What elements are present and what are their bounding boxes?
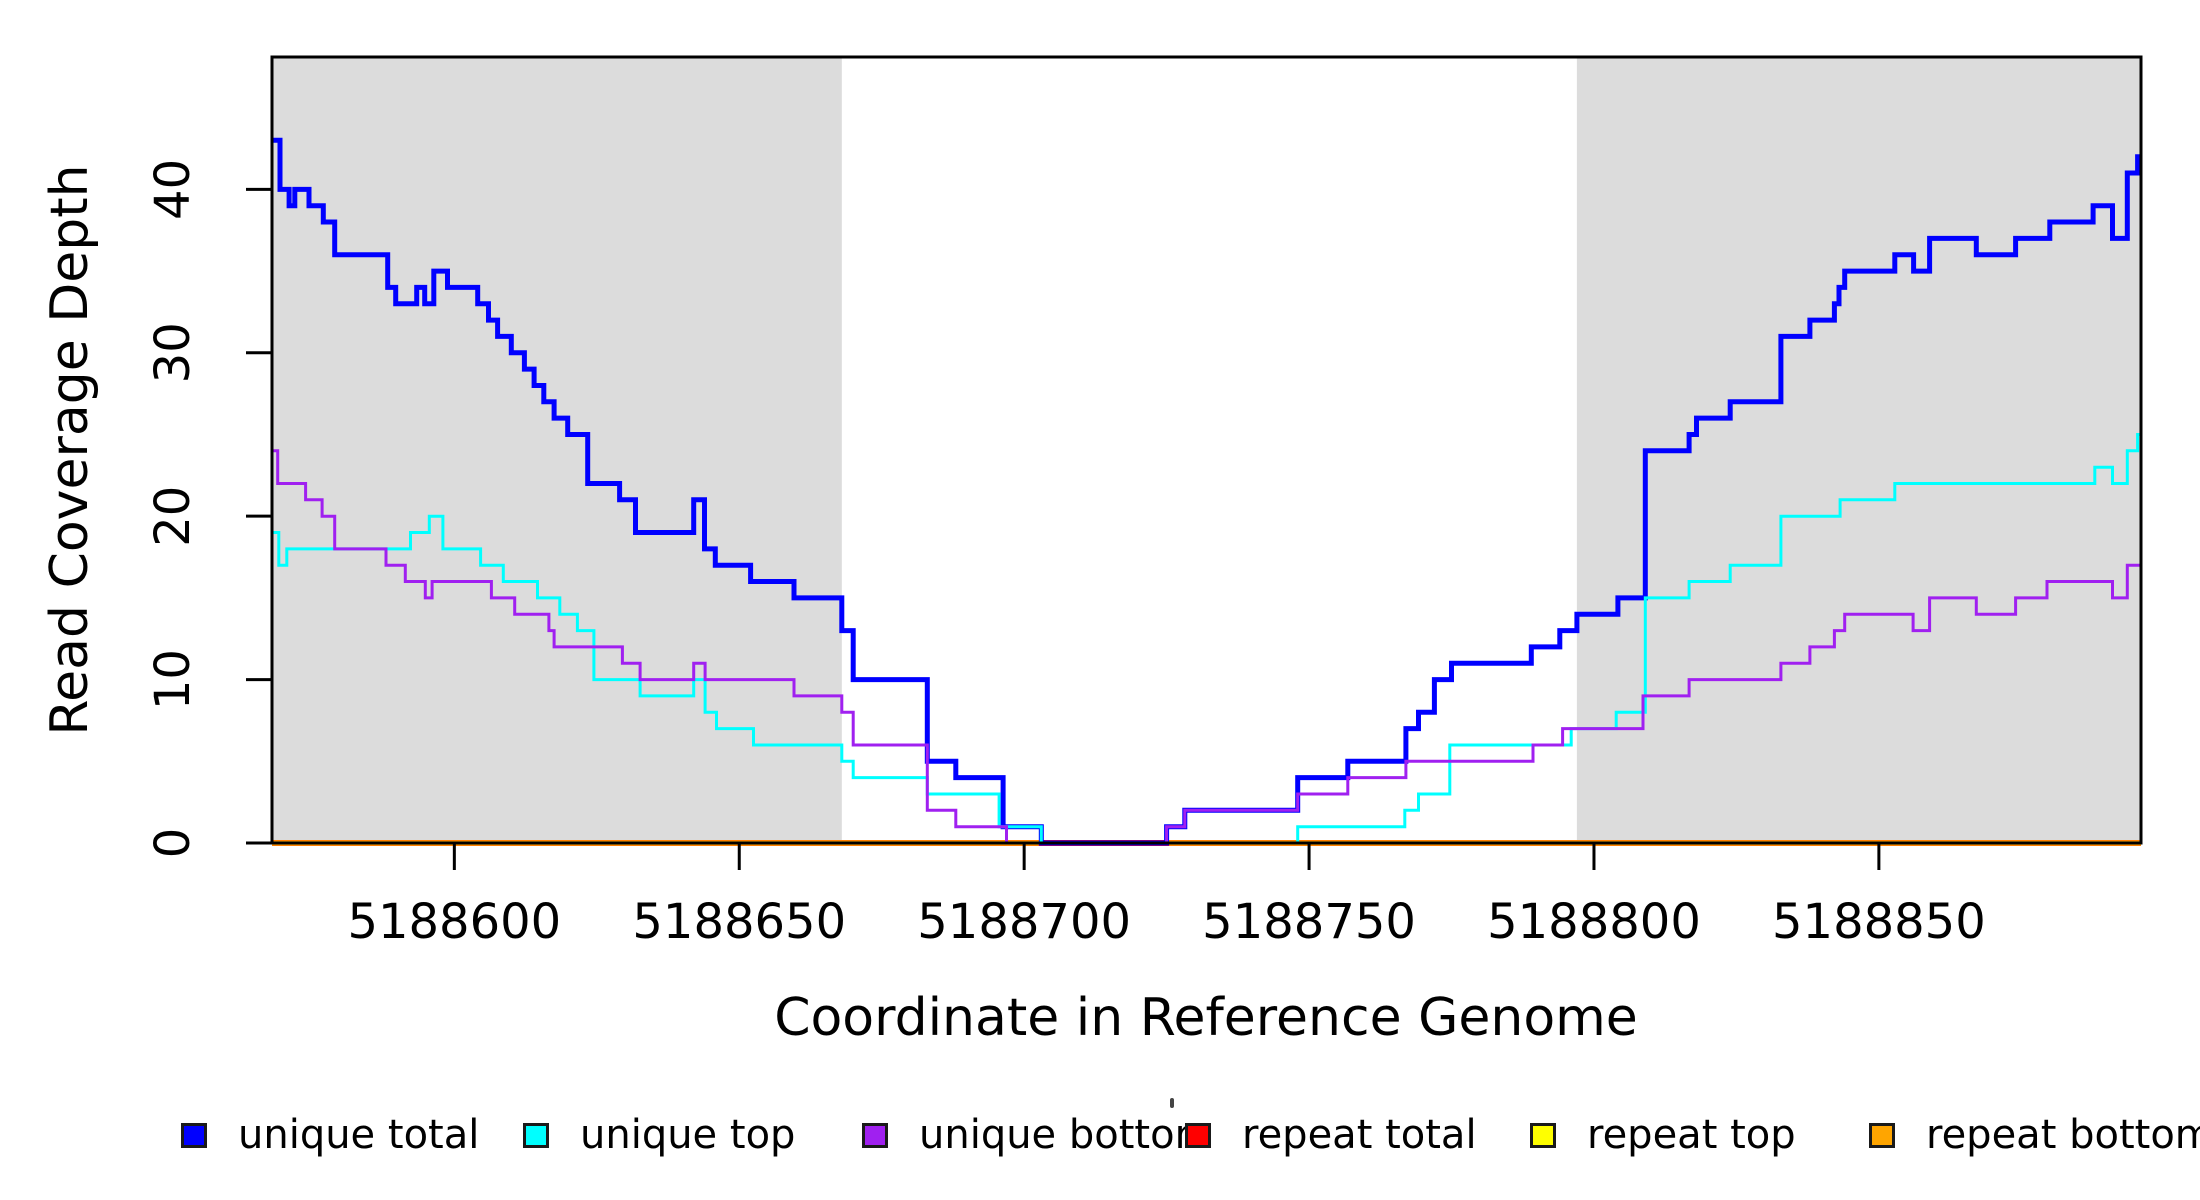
x-tick-label: 5188850 xyxy=(1772,894,1986,950)
legend-label-unique-bottom: unique bottom xyxy=(919,1112,1214,1158)
y-tick-label: 10 xyxy=(145,649,201,710)
y-tick-label: 30 xyxy=(145,322,201,383)
legend-swatch-repeat-total xyxy=(1185,1123,1211,1148)
y-tick-label: 0 xyxy=(145,828,201,859)
x-tick-label: 5188700 xyxy=(917,894,1131,950)
legend-swatch-unique-total xyxy=(181,1123,207,1148)
shaded-region-0 xyxy=(272,57,842,843)
x-tick-label: 5188750 xyxy=(1202,894,1416,950)
legend-label-repeat-top: repeat top xyxy=(1587,1112,1796,1158)
y-tick-label: 20 xyxy=(145,486,201,547)
legend-label-unique-top: unique top xyxy=(580,1112,796,1158)
legend-label-unique-total: unique total xyxy=(238,1112,480,1158)
legend-label-repeat-bottom: repeat bottom xyxy=(1926,1112,2200,1158)
legend-label-repeat-total: repeat total xyxy=(1242,1112,1477,1158)
series-unique-bottom xyxy=(272,449,2141,845)
x-axis-title: Coordinate in Reference Genome xyxy=(774,988,1638,1048)
stray-mark xyxy=(1170,1098,1174,1108)
x-tick-label: 5188800 xyxy=(1487,894,1701,950)
legend-swatch-repeat-top xyxy=(1530,1123,1556,1148)
y-tick-label: 40 xyxy=(145,159,201,220)
x-tick-label: 5188600 xyxy=(347,894,561,950)
legend-swatch-unique-top xyxy=(523,1123,549,1148)
y-axis-title: Read Coverage Depth xyxy=(40,164,100,736)
legend-swatch-repeat-bottom xyxy=(1869,1123,1895,1148)
x-tick-label: 5188650 xyxy=(632,894,846,950)
legend-swatch-unique-bottom xyxy=(862,1123,888,1148)
plot-box xyxy=(270,55,2143,845)
series-unique-total xyxy=(272,137,2141,846)
